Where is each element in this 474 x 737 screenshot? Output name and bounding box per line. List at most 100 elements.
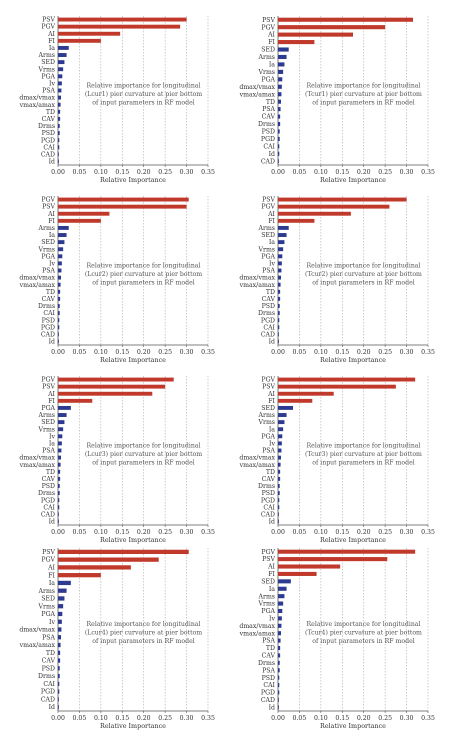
chart-panel-7: PSVPGVAIFIIaArmsSEDVrmsPGAIvdmax/vmaxPSA… (19, 548, 215, 730)
bar-cai (58, 311, 60, 316)
bar-cad (278, 332, 279, 337)
x-tick-label: 0.30 (400, 349, 414, 356)
category-label: PSD (262, 303, 275, 310)
annotation-text: of input parameters in RF model (312, 460, 414, 467)
x-tick-label: 0.25 (158, 169, 172, 176)
category-label: dmax/vmax (239, 455, 275, 462)
category-label: Drms (38, 673, 55, 680)
bar-dmax-vmax (58, 95, 61, 100)
category-label: vmax/amax (19, 642, 56, 649)
x-tick-label: 0.20 (357, 169, 371, 176)
bar-psv (278, 557, 388, 562)
category-label: Iv (49, 433, 55, 440)
bar-cai (278, 505, 280, 510)
annotation-text: (Lcur2) pier curvature at pier bottom (85, 271, 202, 278)
category-label: PSA (262, 268, 275, 275)
category-label: Ia (49, 232, 55, 239)
bar-cav (58, 658, 61, 663)
category-label: CAV (262, 476, 276, 483)
category-label: TD (266, 469, 275, 476)
category-label: PGD (261, 317, 275, 324)
category-label: CAD (41, 696, 55, 703)
x-tick-label: 0.35 (421, 529, 435, 536)
x-tick-label: 0.30 (180, 169, 194, 176)
category-label: Ia (49, 580, 55, 587)
x-tick-label: 0.30 (400, 169, 414, 176)
category-label: PSV (42, 549, 55, 556)
bar-dmax-vmax (278, 455, 281, 460)
bar-psd (58, 484, 60, 488)
annotation-text: (Lcur1) pier curvature at pier bottom (85, 91, 202, 98)
x-axis-label: Relative Importance (320, 722, 386, 730)
bar-sed (58, 596, 65, 601)
bar-pgd (278, 690, 280, 695)
x-tick-label: 0.30 (180, 349, 194, 356)
category-label: SED (261, 232, 275, 239)
x-tick-label: 0.15 (335, 349, 349, 356)
annotation-text: of input parameters in RF model (312, 280, 414, 287)
bar-pgv (58, 24, 181, 29)
bar-ia (58, 580, 71, 586)
category-label: PGV (41, 197, 55, 204)
bar-psd (278, 129, 280, 134)
bar-psd (58, 318, 60, 323)
bar-psa (58, 268, 62, 273)
x-tick-label: 0.10 (314, 169, 328, 176)
bar-iv (278, 261, 282, 266)
x-tick-label: 0.05 (293, 529, 307, 536)
x-tick-label: 0.15 (335, 529, 349, 536)
x-tick-label: 0.25 (378, 349, 392, 356)
category-label: PGA (41, 405, 55, 412)
category-label: Drms (258, 483, 275, 490)
bar-drms (58, 304, 60, 308)
bar-td (278, 289, 281, 294)
bar-iv (278, 441, 282, 446)
category-label: PGD (41, 137, 55, 144)
x-tick-label: 0.00 (271, 715, 285, 722)
category-label: Id (269, 519, 275, 526)
category-label: CAD (261, 158, 275, 165)
bar-pga (278, 254, 283, 259)
x-tick-label: 0.35 (421, 349, 435, 356)
category-label: Drms (38, 123, 55, 130)
bar-sed (278, 47, 289, 52)
bar-cad (278, 512, 279, 517)
annotation-text: Relative importance for longitudinal (87, 621, 201, 628)
category-label: FI (268, 218, 275, 225)
bar-vrms (58, 67, 64, 72)
category-label: PSV (42, 204, 55, 211)
x-axis-label: Relative Importance (100, 176, 166, 184)
category-label: TD (266, 645, 275, 652)
bar-drms (278, 121, 281, 127)
bar-cad (58, 697, 59, 702)
x-tick-label: 0.15 (335, 715, 349, 722)
chart-panel-6: PGVPSVAIFISEDArmsVrmsIaPGAIvPSAdmax/vmax… (239, 376, 435, 544)
bar-pgv (278, 377, 416, 382)
bar-ai (58, 211, 110, 216)
bar-dmax-vmax (278, 275, 281, 280)
bar-pgd (58, 689, 60, 694)
category-label: SED (41, 596, 55, 603)
category-label: CAI (43, 144, 55, 151)
category-label: vmax/amax (19, 462, 56, 469)
bar-vmax-amax (278, 92, 282, 97)
bar-td (58, 650, 61, 655)
category-label: TD (266, 99, 275, 106)
category-label: Id (269, 151, 275, 158)
category-label: SED (261, 47, 275, 54)
category-label: CAV (262, 296, 276, 303)
category-label: PGD (41, 497, 55, 504)
category-label: Arms (258, 412, 275, 419)
x-tick-label: 0.00 (271, 349, 285, 356)
x-tick-label: 0.25 (378, 529, 392, 536)
annotation-text: of input parameters in RF model (92, 638, 194, 645)
x-tick-label: 0.25 (158, 715, 172, 722)
bar-fi (278, 40, 315, 45)
category-label: Id (49, 339, 55, 346)
x-axis-label: Relative Importance (100, 356, 166, 364)
x-tick-label: 0.30 (180, 715, 194, 722)
bar-dmax-vmax (278, 623, 282, 628)
x-tick-label: 0.00 (51, 169, 65, 176)
x-tick-label: 0.10 (314, 529, 328, 536)
bar-id (278, 339, 279, 344)
